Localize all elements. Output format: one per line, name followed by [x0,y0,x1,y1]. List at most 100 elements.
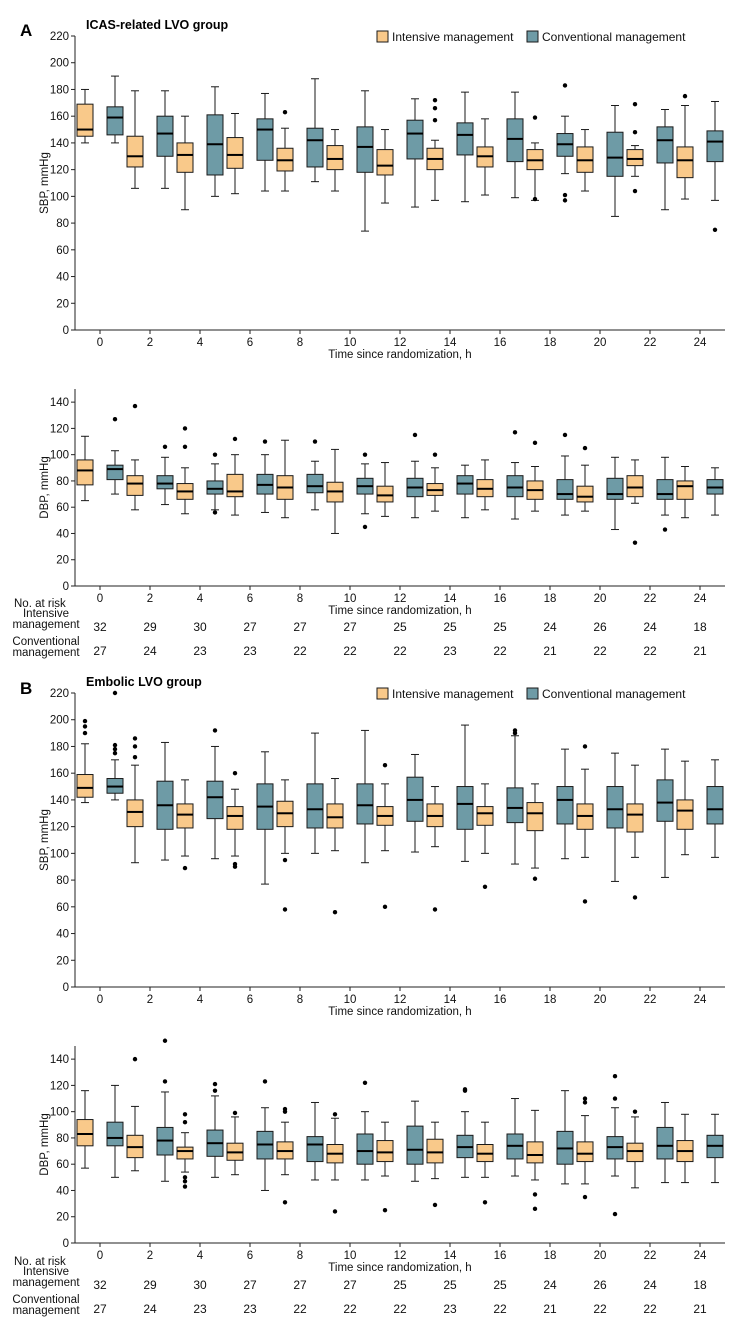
box-iqr [556,786,574,825]
box-intensive-16h [476,459,494,511]
y-axis-title: SBP, mmHg [39,809,51,871]
x-tick-label: 18 [544,1250,557,1262]
x-tick-label: 14 [444,994,457,1006]
box-conventional-14h [456,724,474,862]
y-tick-label: 140 [50,138,69,150]
at-risk-intensive-value: 25 [393,620,407,634]
box-iqr [706,786,724,825]
at-risk-intensive-label: management [12,619,80,631]
box-intensive-6h [226,436,244,516]
x-tick-label: 22 [644,1250,657,1262]
box-intensive-16h [476,118,494,196]
y-axis-title: SBP, mmHg [39,152,51,214]
y-tick-label: 40 [56,528,69,540]
box-intensive-14h [426,97,444,201]
x-tick-label: 12 [394,1250,407,1262]
y-tick-label: 120 [50,822,69,834]
box-conventional-4h [206,1081,224,1178]
outlier-point [432,97,438,103]
at-risk-conventional-value: 22 [493,644,507,658]
box-conventional-20h [606,752,624,882]
x-tick-label: 8 [297,593,303,605]
box-conventional-10h [356,90,374,232]
box-intensive-22h [626,1109,644,1189]
at-risk-intensive-value: 24 [643,620,657,634]
outlier-point [282,109,288,115]
box-iqr [76,1119,94,1147]
at-risk-conventional-value: 21 [693,1302,707,1316]
x-tick-label: 24 [694,1250,707,1262]
box-iqr [456,786,474,830]
box-iqr [476,806,494,826]
x-tick-label: 4 [197,994,204,1006]
legend-swatch-conventional [526,687,539,700]
x-tick-label: 20 [594,1250,607,1262]
box-conventional-8h [306,439,324,511]
outlier-point [682,93,688,99]
x-tick-label: 0 [97,593,103,605]
box-iqr [356,126,374,173]
box-conventional-16h [506,728,524,865]
box-conventional-10h [356,1080,374,1181]
y-tick-label: 100 [50,848,69,860]
at-risk-intensive-value: 27 [243,620,257,634]
at-risk-intensive-value: 25 [443,1278,457,1292]
box-intensive-24h [676,465,694,519]
at-risk-intensive-value: 27 [343,620,357,634]
box-iqr [256,118,274,161]
box-intensive-24h [676,93,694,200]
at-risk-intensive-value: 30 [193,620,207,634]
x-tick-label: 16 [494,593,507,605]
legend-label-intensive: Intensive management [392,30,514,44]
box-iqr [406,1125,424,1165]
outlier-point [432,452,438,457]
outlier-point [582,1100,588,1105]
box-conventional-14h [456,1087,474,1178]
at-risk-intensive-value: 26 [593,1278,607,1292]
box-iqr [106,1121,124,1147]
panel-b-letter: B [20,679,32,698]
box-conventional-10h [356,729,374,864]
box-iqr [376,485,394,503]
at-risk-intensive-value: 24 [543,1278,557,1292]
x-tick-label: 18 [544,994,557,1006]
box-intensive-6h [226,113,244,195]
box-iqr [326,803,344,829]
at-risk-conventional-value: 21 [543,644,557,658]
x-tick-label: 14 [444,337,457,349]
y-tick-label: 20 [56,555,69,567]
at-risk-conventional-value: 21 [543,1302,557,1316]
y-tick-label: 80 [56,875,69,887]
outlier-point [362,452,368,457]
y-tick-label: 100 [50,1107,69,1119]
box-iqr [206,480,224,495]
box-conventional-16h [506,1098,524,1177]
outlier-point [212,728,218,733]
box-intensive-8h [276,109,294,192]
outlier-point [282,907,288,912]
at-risk-conventional-value: 23 [193,1302,207,1316]
x-tick-label: 20 [594,337,607,349]
box-conventional-24h [706,759,724,858]
x-tick-label: 12 [394,593,407,605]
y-tick-label: 100 [50,450,69,462]
box-intensive-4h [176,115,194,211]
box-intensive-22h [626,764,644,900]
box-conventional-16h [506,430,524,520]
y-tick-label: 180 [50,84,69,96]
x-tick-label: 22 [644,593,657,605]
box-conventional-4h [206,452,224,515]
box-iqr [126,135,144,168]
y-tick-label: 200 [50,715,69,727]
box-iqr [226,473,244,498]
at-risk-intensive-value: 30 [193,1278,207,1292]
x-tick-label: 4 [197,337,204,349]
box-intensive-10h [326,129,344,192]
outlier-point [212,1088,218,1093]
legend-swatch-conventional [526,30,539,43]
outlier-point [112,750,118,756]
y-tick-label: 120 [50,165,69,177]
